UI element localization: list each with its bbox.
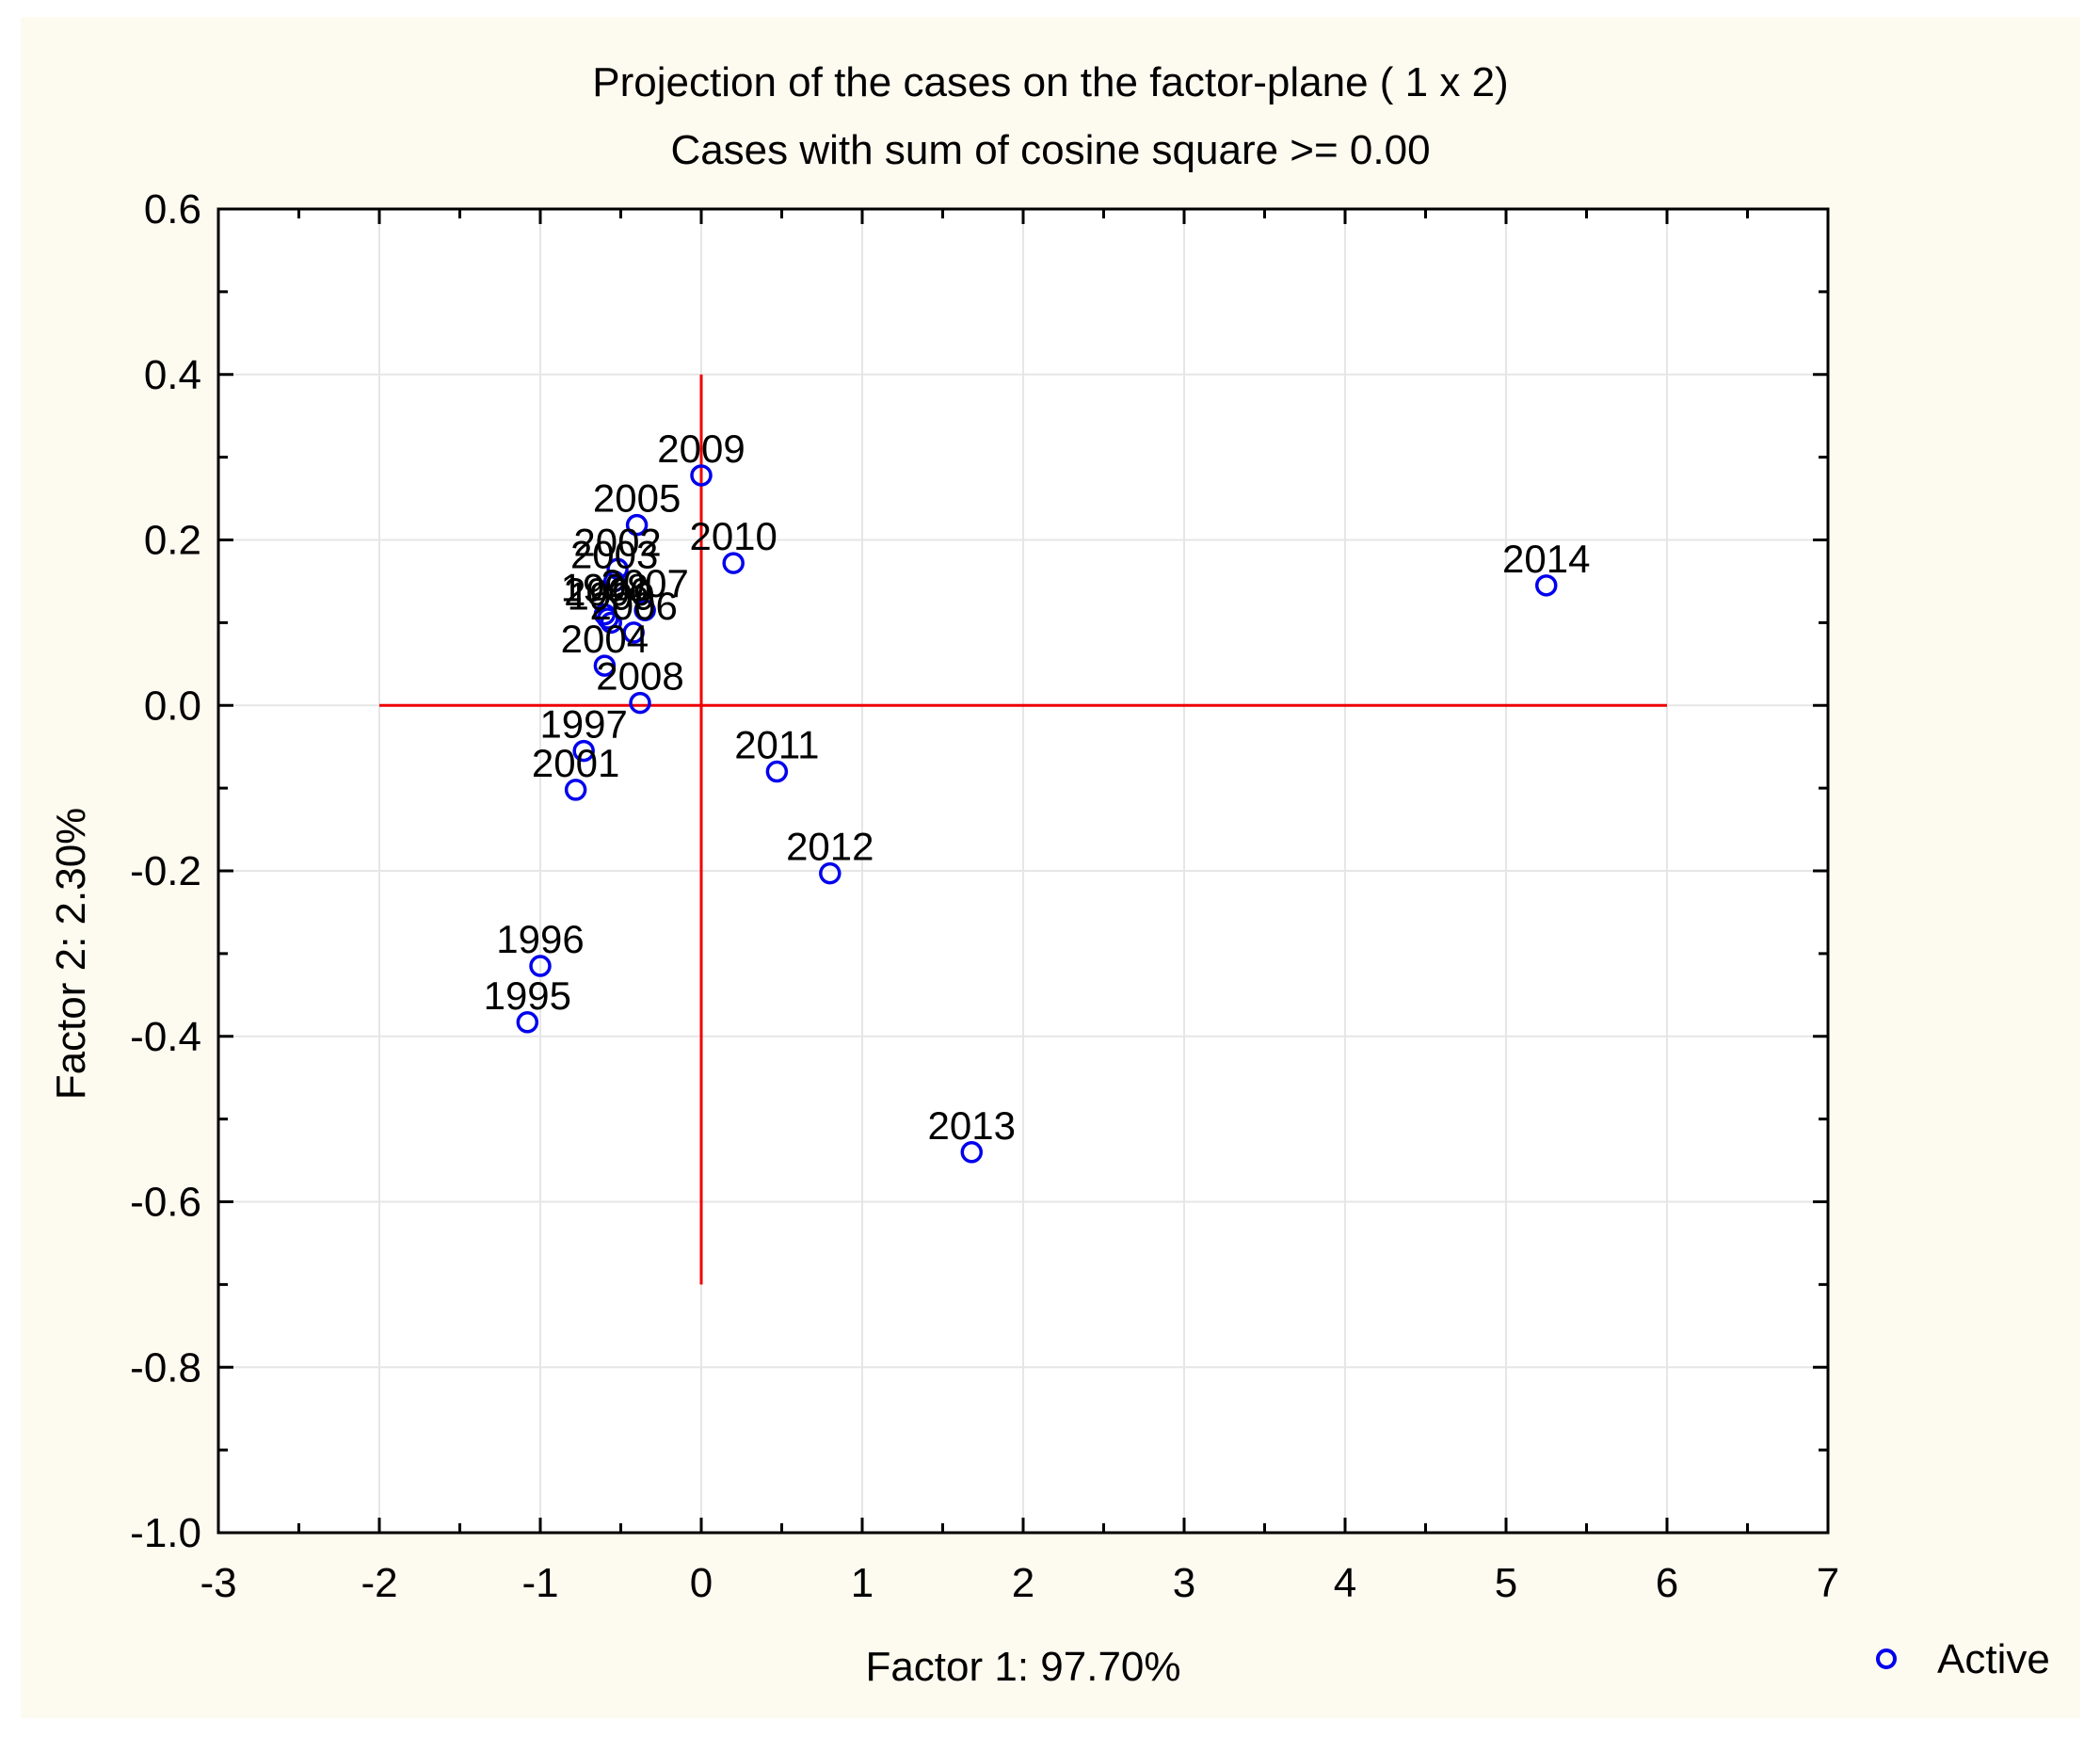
x-tick-label: 6 (1656, 1560, 1678, 1606)
x-tick-label: 5 (1495, 1560, 1517, 1606)
data-point-2006 (622, 621, 645, 644)
axis-ticks: -3 -2 -1 0 1 2 3 4 5 6 7 0.6 0.4 0.2 0.0 -0.2 -0.4 -0.6 -0… (130, 186, 1839, 1606)
point-label-2009: 2009 (657, 426, 745, 471)
y-axis-label: Factor 2: 2.30% (48, 808, 94, 1101)
x-tick-label: 0 (690, 1560, 713, 1606)
data-point-1996 (529, 955, 552, 977)
y-tick-label: -0.4 (130, 1014, 201, 1060)
point-label-1998: 1998 (561, 566, 649, 610)
data-point-2009 (690, 464, 713, 487)
data-point-1995 (516, 1011, 539, 1034)
y-tick-label: 0.6 (144, 186, 201, 233)
data-point-2004 (593, 654, 617, 677)
x-tick-label: 1 (851, 1560, 874, 1606)
point-label-2012: 2012 (786, 825, 874, 869)
point-label-2007: 2007 (601, 561, 688, 605)
point-label-2006: 2006 (589, 584, 677, 628)
legend: Active (1876, 1636, 2050, 1682)
data-point-1999 (600, 611, 622, 635)
point-label-2002: 2002 (573, 520, 661, 564)
point-label-2011: 2011 (734, 723, 819, 767)
x-tick-label: 3 (1173, 1560, 1195, 1606)
data-point-2012 (819, 861, 842, 885)
point-label-2005: 2005 (593, 476, 681, 521)
data-points (516, 464, 1558, 1164)
point-label-2010: 2010 (689, 514, 777, 558)
data-point-2007 (633, 599, 656, 621)
legend-marker-icon (1876, 1649, 1897, 1669)
y-tick-label: -0.6 (130, 1180, 201, 1226)
point-label-1996: 1996 (496, 917, 584, 961)
point-label-1995: 1995 (484, 973, 571, 1018)
data-point-2014 (1535, 574, 1558, 597)
x-tick-label: 2 (1012, 1560, 1034, 1606)
data-point-2005 (625, 513, 649, 537)
data-point-1997 (572, 739, 595, 763)
data-point-2002 (606, 557, 629, 581)
x-tick-label: -1 (521, 1560, 558, 1606)
x-tick-label: 7 (1817, 1560, 1839, 1606)
point-label-2003: 2003 (570, 532, 658, 576)
y-tick-label: 0.0 (144, 683, 201, 729)
point-label-1999: 1999 (568, 573, 655, 618)
data-point-2003 (602, 570, 626, 593)
point-label-2008: 2008 (596, 654, 683, 699)
y-tick-label: -0.8 (130, 1344, 201, 1391)
x-tick-label: 4 (1334, 1560, 1356, 1606)
y-tick-label: -0.2 (130, 848, 201, 894)
data-point-2001 (564, 779, 587, 801)
data-point-2011 (765, 760, 789, 783)
point-label-2013: 2013 (928, 1103, 1016, 1148)
y-tick-label: -1.0 (130, 1510, 201, 1556)
point-label-1997: 1997 (539, 702, 627, 747)
point-label-2000: 2000 (564, 570, 651, 614)
point-label-2014: 2014 (1502, 537, 1590, 581)
y-tick-label: 0.4 (144, 352, 201, 398)
data-point-2008 (629, 691, 651, 715)
chart-subtitle: Cases with sum of cosine square >= 0.00 (670, 127, 1430, 173)
point-label-2004: 2004 (561, 617, 649, 661)
y-tick-label: 0.2 (144, 518, 201, 564)
data-point-2013 (960, 1141, 984, 1164)
legend-label-active: Active (1937, 1636, 2050, 1682)
reference-lines (379, 374, 1667, 1285)
data-point-2000 (597, 607, 619, 630)
x-tick-label: -3 (200, 1560, 236, 1606)
data-point-2010 (722, 552, 745, 574)
x-tick-label: -2 (361, 1560, 397, 1606)
chart-title: Projection of the cases on the factor-pl… (592, 59, 1508, 105)
x-axis-label: Factor 1: 97.70% (865, 1644, 1180, 1690)
point-label-2001: 2001 (532, 741, 619, 785)
